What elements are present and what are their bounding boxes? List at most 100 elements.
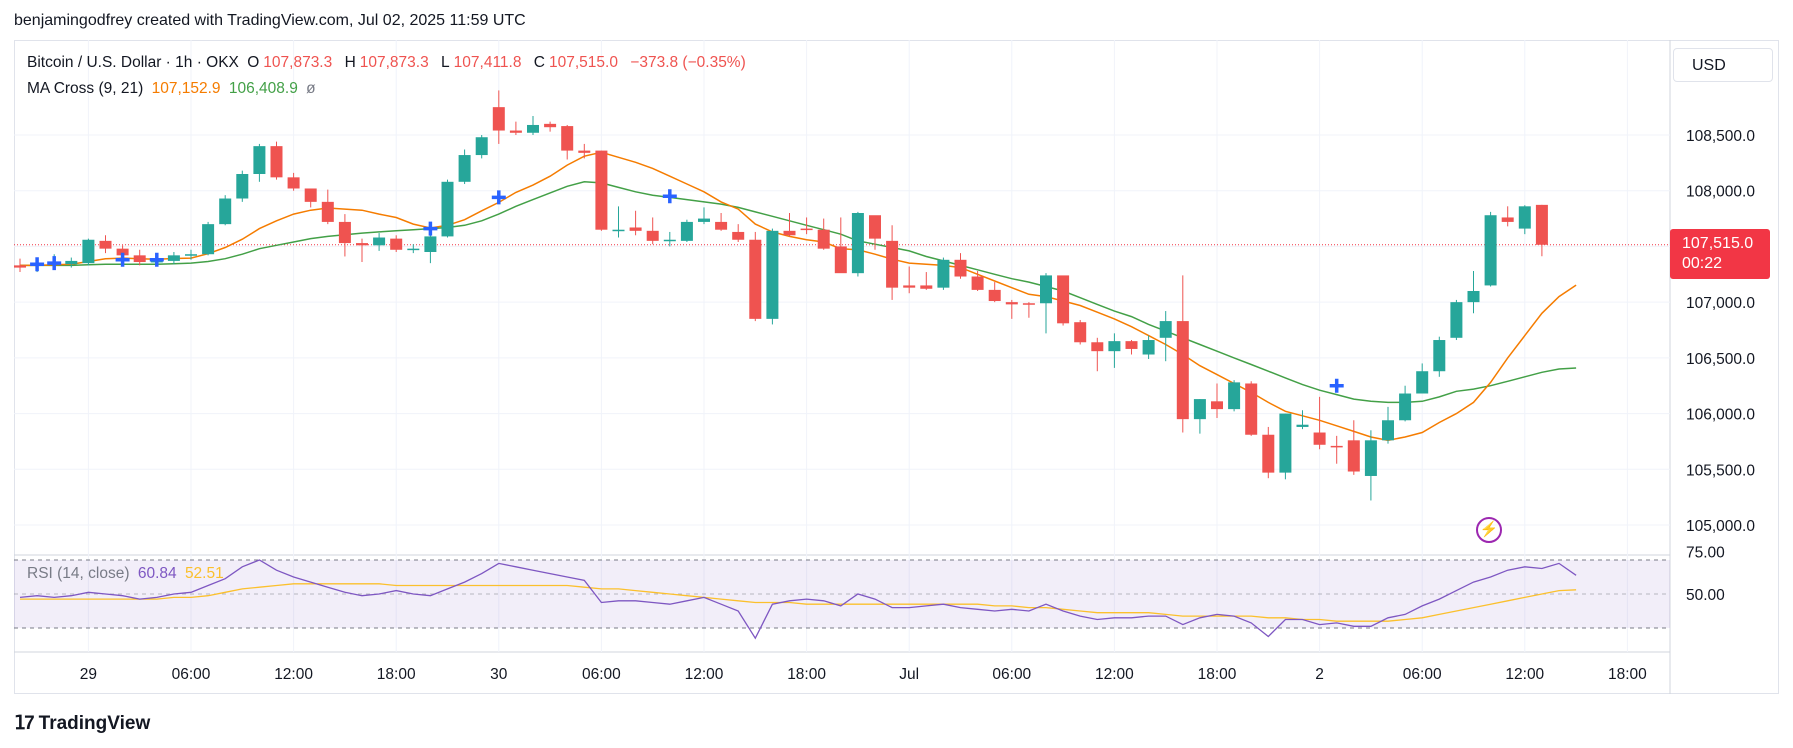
time-tick-label: 18:00 [787,666,826,683]
high-label: H 107,873.3 [344,54,429,71]
candle-body [475,137,488,156]
ma-cross-name[interactable]: MA Cross (9, 21) [27,80,144,97]
candle-body [1176,321,1189,420]
candle-body [920,285,933,289]
ma-cross-marker [491,190,506,205]
tradingview-mark-icon: 𝟣7 [14,713,35,734]
rsi-line [19,559,1577,640]
time-tick-label: 12:00 [274,666,313,683]
price-tick-label: 107,000.0 [1686,295,1755,312]
chart-frame[interactable] [14,40,1779,694]
ma-cross-marker [30,257,45,272]
time-tick-label: 06:00 [992,666,1031,683]
time-tick-label: 18:00 [1608,666,1647,683]
candle-body [1108,341,1121,352]
candle-body [937,259,950,288]
candle-body [492,107,505,131]
rsi-value: 60.84 [137,565,177,582]
candle-body [1382,420,1394,441]
rsi-tick-label: 50.00 [1686,587,1725,604]
candle-body [698,218,710,222]
candle-body [321,201,334,222]
candle-body [988,289,1001,302]
time-tick-label: 18:00 [377,666,416,683]
candle-body [458,155,471,182]
candle-body [732,231,745,240]
candle-body [954,259,967,277]
rsi-tick-label: 75.00 [1686,545,1725,562]
ma-cross-symbol: ø [306,80,316,97]
candle-body [646,230,659,241]
price-tick-label: 105,000.0 [1686,518,1755,535]
rsi-ma-value: 52.51 [184,565,224,582]
candle-body [1074,322,1087,343]
candle-body [304,188,317,202]
time-tick-label: 12:00 [1505,666,1544,683]
ma-cross-marker [1329,378,1344,393]
time-tick-label: Jul [899,666,919,683]
rsi-name[interactable]: RSI (14, close) [27,565,130,582]
time-tick-label: 12:00 [685,666,724,683]
candle-body [202,224,215,255]
candle-body [1313,432,1326,445]
ma-fast-line [20,151,1577,442]
ma-slow-value: 106,408.9 [228,80,298,97]
close-value: 107,515.0 [549,54,618,71]
candle-body [851,213,864,274]
symbol-legend[interactable]: Bitcoin / U.S. Dollar · 1h · OKX O 107,87… [27,54,750,72]
candle-body [219,198,232,225]
candle-body [270,146,283,178]
candle-body [715,221,728,230]
time-tick-label: 29 [80,666,97,683]
last-price-tag: 107,515.0 00:22 [1670,229,1770,279]
time-tick-label: 06:00 [172,666,211,683]
candle-body [1245,383,1258,435]
candle-body [1159,321,1172,338]
candle-body [509,130,522,133]
lightning-icon[interactable]: ⚡ [1476,517,1502,543]
time-tick-label: 12:00 [1095,666,1134,683]
candle-body [390,238,403,250]
ma-cross-marker [662,189,677,204]
ma-cross-legend[interactable]: MA Cross (9, 21) 107,152.9 106,408.9 ø [27,80,320,98]
candle-body [766,230,779,319]
candle-body [441,181,454,237]
candle-body [287,177,300,189]
candle-body [185,254,197,256]
ma-slow-line [20,181,1577,404]
candle-body [783,230,796,236]
close-label: C 107,515.0 [533,54,618,71]
candle-body [544,123,557,128]
low-label: L 107,411.8 [441,54,522,71]
candle-body [167,255,180,261]
rsi-legend[interactable]: RSI (14, close) 60.84 52.51 [27,565,228,583]
candle-body [356,243,368,246]
candle-body [869,215,881,239]
tradingview-logo[interactable]: 𝟣7 TradingView [14,712,150,735]
symbol-name[interactable]: Bitcoin / U.S. Dollar · 1h · OKX [27,54,239,71]
candle-body [749,239,762,319]
open-value: 107,873.3 [263,54,333,71]
candle-body [561,126,574,151]
candle-body [236,174,249,199]
candle-body [424,236,437,252]
tradingview-wordmark: TradingView [38,712,151,734]
candle-body [903,285,916,288]
candle-body [680,221,693,241]
candle-body [1501,217,1514,222]
low-value: 107,411.8 [453,54,522,71]
candle-body [82,239,95,264]
candle-body [407,248,420,251]
time-tick-label: 06:00 [582,666,621,683]
candle-body [1467,291,1480,303]
candle-body [1347,440,1360,472]
candle-body [1262,434,1275,473]
candle-body [578,150,591,153]
candle-body [663,239,676,242]
ma-cross-marker [423,221,438,236]
rsi-ma-line [20,583,1577,622]
candle-body [1142,340,1155,355]
candle-body [1450,302,1463,338]
currency-button[interactable]: USD [1673,48,1773,82]
